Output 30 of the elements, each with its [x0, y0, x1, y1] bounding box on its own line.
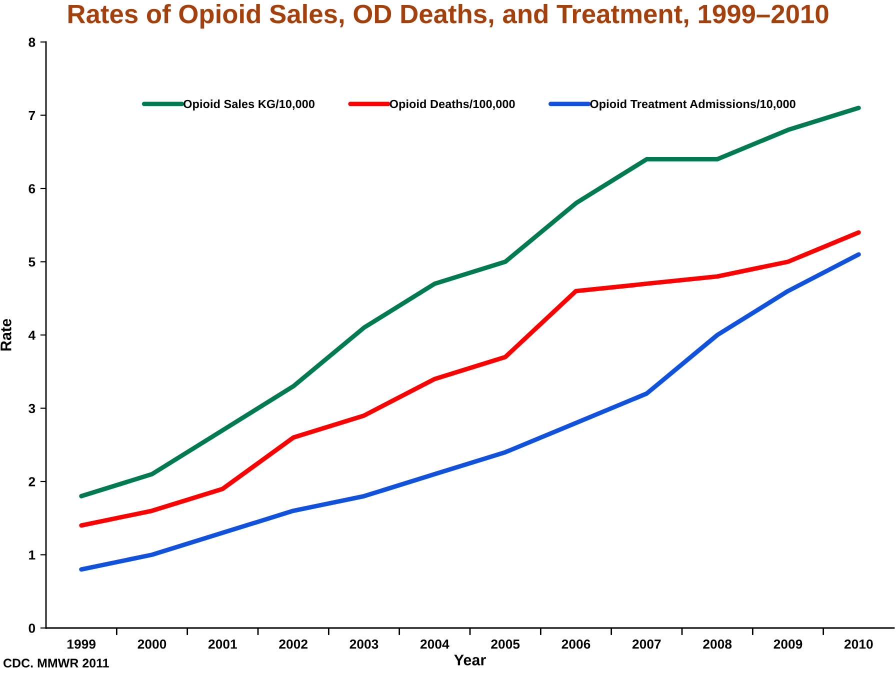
x-tick-label: 2003	[350, 639, 378, 649]
x-tick-label: 2002	[279, 639, 308, 649]
text: CDC. MMWR 2011	[4, 658, 109, 668]
x-tick-label: 2010	[844, 639, 873, 649]
y-tick-label: 1	[29, 550, 36, 560]
x-tick-label: 2006	[562, 639, 590, 649]
x-tick-label: 2008	[703, 639, 732, 649]
legend-label: Opioid Sales KG/10,000	[184, 100, 314, 111]
x-tick-label: 2000	[138, 639, 166, 649]
y-tick-label: 2	[28, 477, 36, 486]
y-tick-label: 3	[28, 404, 36, 414]
x-axis-title: Year	[454, 654, 486, 666]
x-tick-label: 2009	[774, 639, 802, 649]
y-axis-title: Rate	[0, 318, 12, 351]
y-tick-label: 0	[28, 624, 36, 633]
y-tick-label: 7	[28, 110, 36, 120]
line-series	[79, 230, 861, 528]
y-tick-label: 6	[28, 184, 36, 194]
legend-label: Opioid Deaths/100,000	[390, 100, 515, 111]
x-tick-label: 2005	[491, 639, 520, 649]
x-tick-label: 2004	[420, 639, 450, 649]
x-tick-label: 2001	[208, 639, 237, 649]
y-tick-label: 8	[28, 38, 36, 47]
legend-label: Opioid Treatment Admissions/10,000	[590, 100, 796, 111]
y-tick-label: 5	[28, 257, 36, 267]
x-tick-label: 1999	[67, 639, 96, 649]
line-series	[79, 252, 861, 572]
y-tick-label: 4	[28, 330, 36, 340]
x-tick-label: 2007	[632, 639, 661, 649]
chart-title: Rates of Opioid Sales, OD Deaths, and Treatment, 1999–2010	[68, 4, 828, 29]
